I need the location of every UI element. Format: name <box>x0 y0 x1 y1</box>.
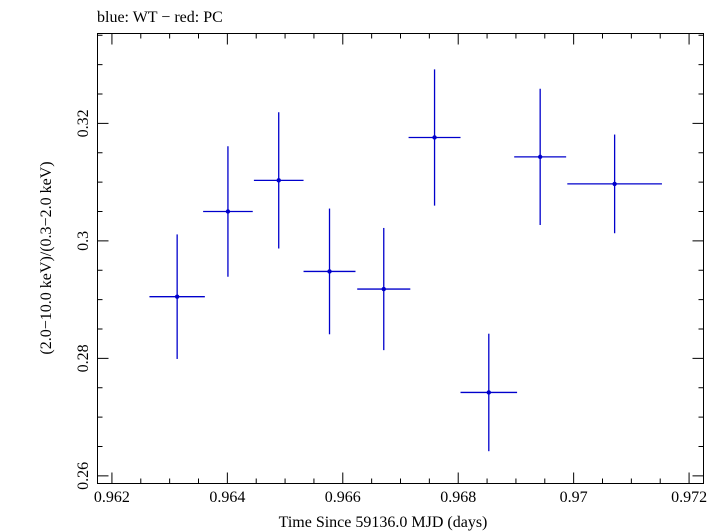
point-marker <box>432 135 437 140</box>
data-point <box>514 88 567 226</box>
y-tick-label: 0.28 <box>75 344 92 372</box>
x-tick-labels: 0.962 0.964 0.966 0.968 0.97 0.972 <box>94 489 707 506</box>
x-tick-label: 0.968 <box>440 489 476 506</box>
point-marker <box>381 286 386 292</box>
data-point <box>253 112 304 249</box>
data-point <box>303 208 356 335</box>
point-marker <box>225 209 231 214</box>
y-tick-labels: 0.26 0.28 0.3 0.32 <box>75 109 92 490</box>
y-axis-label: (2.0−10.0 keV)/(0.3−2.0 keV) <box>38 161 55 354</box>
point-marker <box>276 178 281 183</box>
x-axis-label: Time Since 59136.0 MJD (days) <box>279 514 488 531</box>
data-points <box>149 69 662 452</box>
plot-frame <box>97 33 704 484</box>
x-tick-label: 0.966 <box>325 489 361 506</box>
x-tick-label: 0.97 <box>560 489 588 506</box>
y-tick-label: 0.26 <box>75 462 92 490</box>
y-tick-label: 0.3 <box>75 231 92 251</box>
data-point <box>149 234 205 359</box>
point-marker <box>612 181 617 187</box>
chart-title: blue: WT − red: PC <box>97 9 223 26</box>
point-marker <box>537 154 543 160</box>
data-point <box>408 69 461 206</box>
x-tick-label: 0.964 <box>209 489 245 506</box>
data-point <box>357 227 411 351</box>
y-tick-label: 0.32 <box>75 109 92 137</box>
data-point <box>460 333 518 452</box>
point-marker <box>486 390 492 395</box>
data-point <box>203 146 253 277</box>
axis-ticks <box>97 33 704 484</box>
x-tick-label: 0.962 <box>94 489 130 506</box>
point-marker <box>174 294 180 299</box>
x-tick-label: 0.972 <box>671 489 707 506</box>
point-marker <box>327 269 332 274</box>
data-point <box>567 134 662 234</box>
